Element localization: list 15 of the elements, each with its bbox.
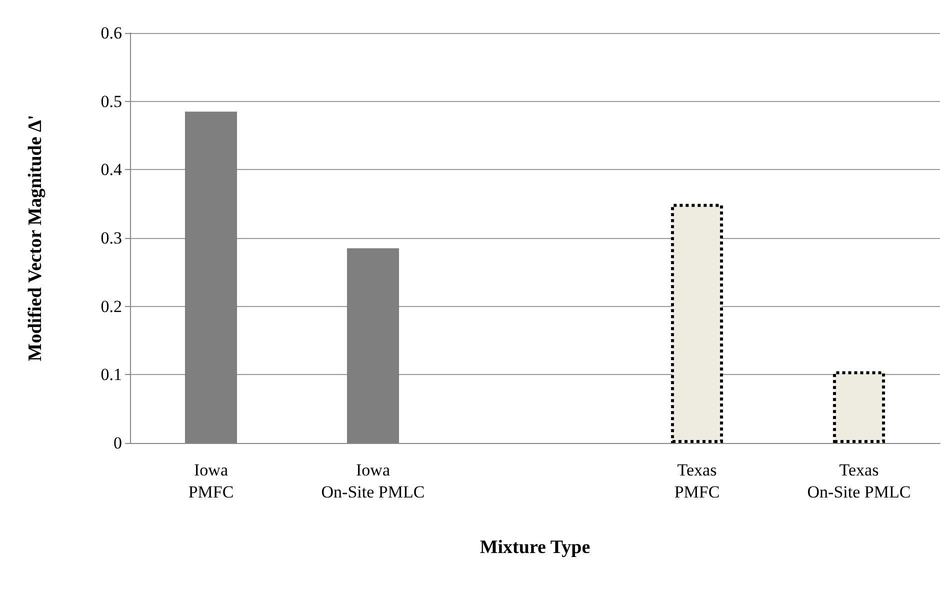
x-tick-label: Iowa On-Site PMLC [321, 460, 425, 502]
x-tick-label: Iowa PMFC [188, 460, 234, 502]
y-tick-label: 0.2 [100, 296, 122, 316]
x-tick-label: Texas PMFC [674, 460, 720, 502]
bar [671, 204, 723, 443]
y-tick-label: 0 [114, 434, 122, 452]
y-axis-title: Modified Vector Magnitude Δ' [25, 114, 46, 362]
y-tick-label: 0.3 [100, 228, 122, 248]
y-tick-label: 0.4 [100, 160, 122, 180]
x-axis-title: Mixture Type [480, 537, 590, 558]
x-tick-label: Texas On-Site PMLC [807, 460, 911, 502]
y-tick-label: 0.1 [100, 365, 122, 384]
y-tick-label: 0.6 [100, 24, 122, 42]
y-tick-label: 0.5 [100, 92, 122, 111]
bar [833, 371, 885, 443]
